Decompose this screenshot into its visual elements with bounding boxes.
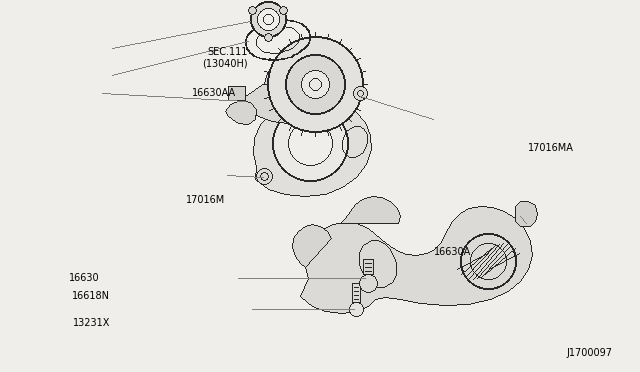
Text: 17016MA: 17016MA bbox=[528, 143, 574, 153]
Text: 17016M: 17016M bbox=[186, 195, 225, 205]
Text: 13231X: 13231X bbox=[72, 318, 110, 328]
Text: 16630AA: 16630AA bbox=[192, 88, 236, 98]
Text: SEC.111
(13040H): SEC.111 (13040H) bbox=[202, 47, 248, 69]
Text: 16630A: 16630A bbox=[434, 247, 471, 257]
Text: 16630: 16630 bbox=[69, 273, 100, 283]
Text: J1700097: J1700097 bbox=[566, 348, 612, 358]
Text: 16618N: 16618N bbox=[72, 291, 110, 301]
